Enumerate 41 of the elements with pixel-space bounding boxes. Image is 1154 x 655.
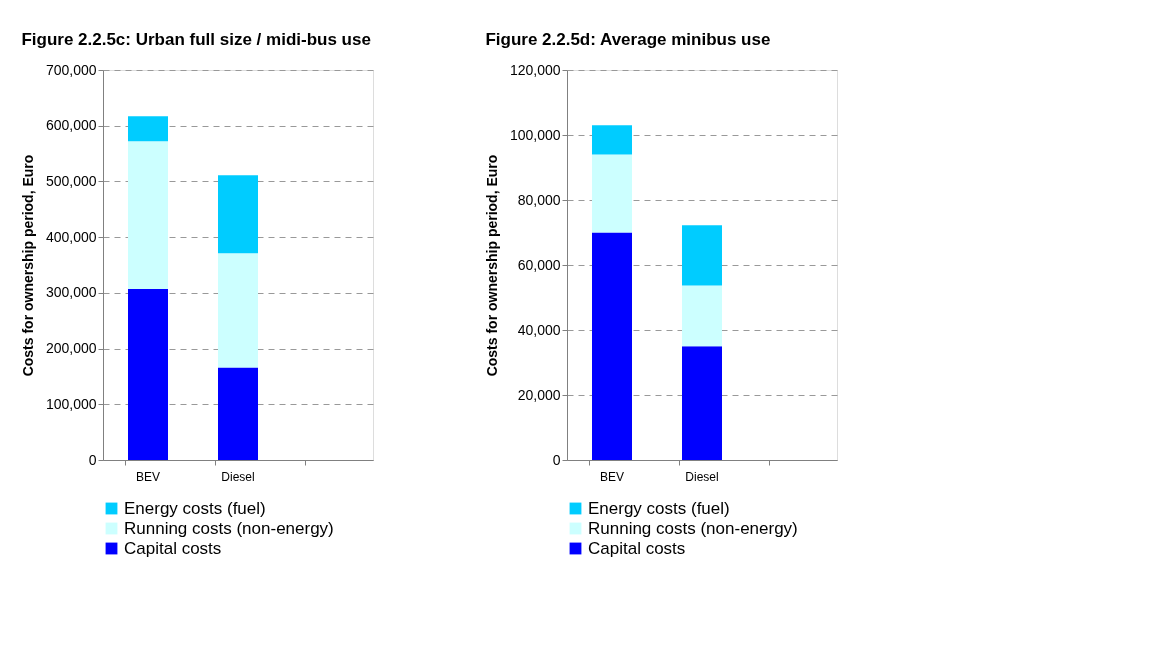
y-tick-label: 100,000: [45, 395, 97, 412]
legend-label: Capital costs: [124, 538, 222, 558]
chart-title: Figure 2.2.5d: Average minibus use: [485, 30, 771, 49]
y-tick-label: 20,000: [517, 386, 561, 403]
bar: [682, 225, 722, 286]
x-tick-label: BEV: [135, 469, 161, 484]
legend-label: Running costs (non-energy): [124, 518, 334, 538]
bar: [682, 346, 722, 460]
bar: [682, 285, 722, 347]
legend-label: Running costs (non-energy): [588, 518, 798, 538]
y-axis-title: Costs for ownership period, Euro: [483, 154, 500, 377]
y-tick-label: 60,000: [517, 256, 561, 273]
y-tick-label: 120,000: [509, 61, 561, 78]
bar: [218, 253, 258, 368]
bar: [218, 175, 258, 254]
legend-label: Energy costs (fuel): [124, 498, 266, 518]
bar: [218, 367, 258, 460]
bar: [128, 116, 168, 142]
y-axis-title: Costs for ownership period, Euro: [19, 154, 36, 377]
legend-label: Capital costs: [588, 538, 686, 558]
y-tick-label: 0: [88, 451, 97, 468]
legend-label: Energy costs (fuel): [588, 498, 730, 518]
x-tick-label: BEV: [599, 469, 625, 484]
bar: [592, 232, 632, 460]
chart-title: Figure 2.2.5c: Urban full size / midi-bus use: [21, 30, 371, 49]
bar: [592, 125, 632, 155]
x-tick-label: Diesel: [221, 469, 255, 484]
y-tick-label: 600,000: [45, 117, 97, 134]
y-tick-label: 300,000: [45, 284, 97, 301]
y-tick-label: 400,000: [45, 228, 97, 245]
y-tick-label: 700,000: [45, 61, 97, 78]
y-tick-label: 0: [552, 451, 561, 468]
y-tick-label: 40,000: [517, 321, 561, 338]
bar: [128, 141, 168, 289]
bar: [592, 154, 632, 233]
y-tick-label: 200,000: [45, 340, 97, 357]
x-tick-label: Diesel: [685, 469, 719, 484]
y-tick-label: 80,000: [517, 191, 561, 208]
y-tick-label: 500,000: [45, 172, 97, 189]
y-tick-label: 100,000: [509, 126, 561, 143]
bar: [128, 288, 168, 460]
